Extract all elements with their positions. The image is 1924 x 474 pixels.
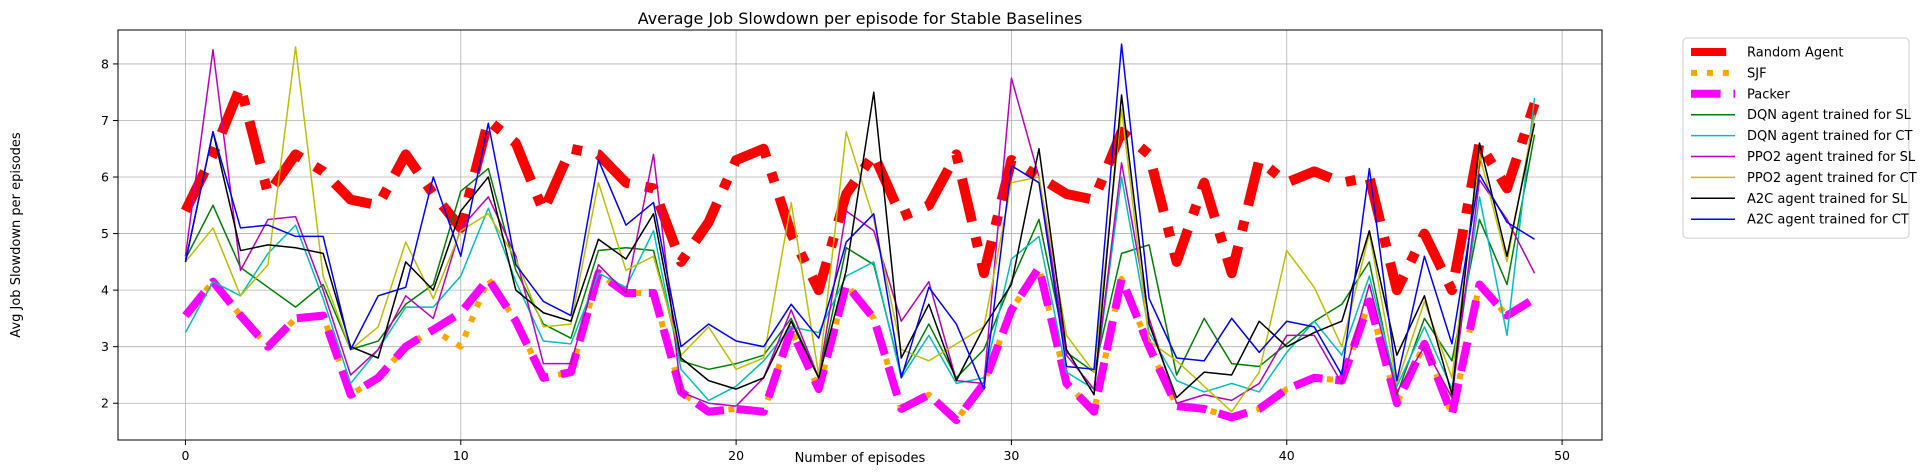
- x-tick-label: 30: [1003, 448, 1019, 463]
- legend-box: [1682, 37, 1910, 239]
- x-tick-label: 50: [1554, 448, 1570, 463]
- series-lines: [180, 43, 1540, 425]
- legend-label: SJF: [1747, 66, 1767, 81]
- legend-label: A2C agent trained for CT: [1747, 213, 1909, 228]
- chart-title: Average Job Slowdown per episode for Sta…: [638, 9, 1083, 28]
- legend: Random Agent SJF Packer DQN agent trained f…: [1682, 37, 1917, 239]
- y-axis-label: Avg Job Slowdown per episodes: [9, 132, 24, 338]
- series-line-3: [182, 263, 1537, 425]
- x-tick-label: 40: [1279, 448, 1295, 463]
- series-line-9: [184, 43, 1535, 390]
- y-tick-label: 8: [101, 56, 109, 71]
- y-axis-ticks: 2 3 4 5 6 7 8: [101, 56, 118, 411]
- y-tick-label: 3: [101, 339, 109, 354]
- legend-label: DQN agent trained for CT: [1747, 129, 1913, 144]
- x-tick-label: 10: [453, 448, 469, 463]
- y-tick-label: 4: [101, 283, 109, 298]
- legend-label: Random Agent: [1747, 46, 1843, 61]
- legend-label: A2C agent trained for SL: [1747, 192, 1908, 207]
- series-line-4: [184, 134, 1536, 396]
- legend-label: Packer: [1747, 87, 1790, 102]
- x-tick-label: 20: [728, 448, 744, 463]
- x-tick-label: 0: [181, 448, 189, 463]
- plot-area-frame: [117, 29, 1603, 441]
- legend-label: PPO2 agent trained for CT: [1747, 171, 1917, 186]
- y-tick-label: 5: [101, 226, 109, 241]
- legend-label: DQN agent trained for SL: [1747, 108, 1912, 123]
- series-line-5: [184, 97, 1536, 402]
- y-tick-label: 6: [101, 170, 109, 185]
- series-line-1: [180, 81, 1540, 296]
- x-axis-label: Number of episodes: [795, 451, 926, 466]
- series-line-7: [184, 46, 1536, 413]
- series-line-8: [184, 91, 1536, 399]
- legend-label: PPO2 agent trained for SL: [1747, 150, 1916, 165]
- y-tick-label: 2: [101, 396, 109, 411]
- grid: [118, 30, 1602, 440]
- x-axis-ticks: 0 10 20 30 40 50: [181, 440, 1570, 463]
- y-tick-label: 7: [101, 113, 109, 128]
